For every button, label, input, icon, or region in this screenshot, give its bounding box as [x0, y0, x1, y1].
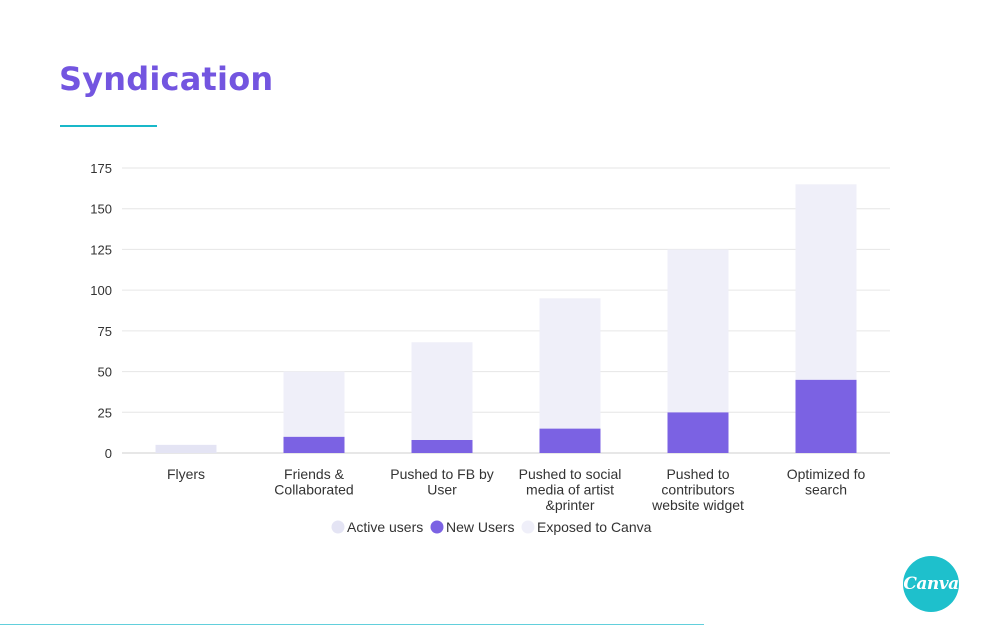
bar-new-users-5	[795, 379, 857, 453]
y-tick-label: 25	[98, 405, 112, 420]
legend-label-new-users: New Users	[446, 519, 514, 535]
canva-logo-text: Canva	[903, 574, 959, 594]
y-tick-label: 175	[90, 161, 112, 176]
bar-new-users-1	[283, 436, 345, 453]
chart-gridlines	[122, 167, 890, 454]
bar-new-users-3	[539, 428, 601, 453]
x-category-label-line: Collaborated	[274, 482, 353, 498]
legend-swatch-active-users	[331, 520, 345, 534]
x-category-label: Pushed to FB by User	[390, 466, 494, 498]
bar-exposed-to-canva-1	[283, 371, 345, 437]
bar-exposed-to-canva-4	[667, 249, 729, 413]
bar-new-users-4	[667, 412, 729, 453]
x-category-label-line: contributors	[661, 482, 734, 498]
y-tick-label: 0	[105, 446, 112, 461]
bar-new-users-2	[411, 439, 473, 453]
x-category-label-line: website widget	[651, 497, 744, 513]
legend-swatch-new-users	[430, 520, 444, 534]
title-underline	[60, 125, 157, 127]
canva-logo: Canva	[903, 556, 959, 612]
x-category-label-line: Pushed to	[666, 466, 729, 482]
x-category-label-line: User	[427, 482, 457, 498]
legend-swatch-exposed-to-canva	[521, 520, 535, 534]
legend-label-active-users: Active users	[347, 519, 423, 535]
x-category-label: Optimized fo search	[787, 466, 866, 498]
x-category-label: Flyers	[167, 466, 205, 482]
x-category-label-line: Optimized fo	[787, 466, 866, 482]
x-category-label-line: &printer	[545, 497, 594, 513]
chart-bars	[155, 184, 857, 453]
y-tick-label: 125	[90, 242, 112, 257]
bar-exposed-to-canva-3	[539, 298, 601, 429]
x-axis-categories: Flyers Friends & Collaborated Pushed to FB …	[167, 466, 866, 513]
x-category-label: Pushed to contributors website widget	[651, 466, 744, 513]
legend-label-exposed-to-canva: Exposed to Canva	[537, 519, 652, 535]
chart-legend: Active users New Users Exposed to Canva	[331, 519, 652, 535]
bar-exposed-to-canva-2	[411, 342, 473, 440]
slide-title: Syndication	[59, 60, 274, 98]
y-tick-label: 75	[98, 324, 112, 339]
x-category-label-line: Flyers	[167, 466, 205, 482]
x-category-label: Friends & Collaborated	[274, 466, 353, 498]
bottom-accent-line	[0, 624, 704, 625]
y-tick-label: 50	[98, 365, 112, 380]
x-category-label-line: Pushed to social	[519, 466, 622, 482]
y-axis-ticks: 0 25 50 75 100 125 150 175	[90, 161, 112, 461]
x-category-label-line: search	[805, 482, 847, 498]
bar-active-users-0	[155, 444, 217, 453]
y-tick-label: 100	[90, 283, 112, 298]
bar-exposed-to-canva-5	[795, 184, 857, 380]
x-category-label: Pushed to social media of artist &printer	[519, 466, 622, 513]
y-tick-label: 150	[90, 202, 112, 217]
x-category-label-line: Pushed to FB by	[390, 466, 494, 482]
x-category-label-line: media of artist	[526, 482, 614, 498]
x-category-label-line: Friends &	[284, 466, 345, 482]
